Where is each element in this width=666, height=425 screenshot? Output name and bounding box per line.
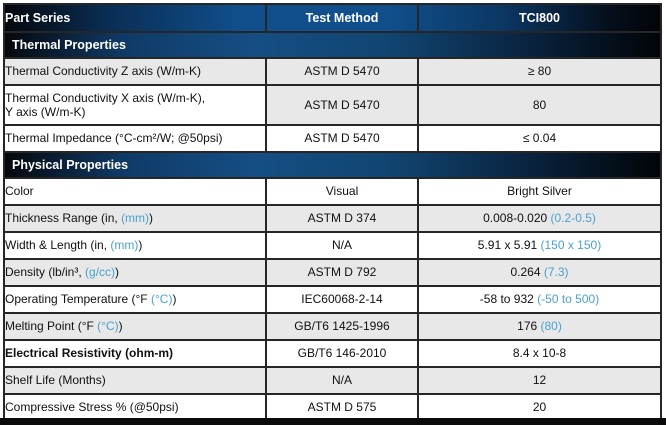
property-text-line2: Y axis (W/m-K) bbox=[5, 105, 86, 119]
metric-value-text: (0.2-0.5) bbox=[550, 211, 596, 226]
value-cell: 0.264 (7.3) bbox=[417, 258, 662, 287]
metric-unit-text: (mm) bbox=[110, 238, 139, 253]
test-method-cell: GB/T6 1425-1996 bbox=[265, 312, 419, 341]
value-cell: ≥ 80 bbox=[417, 57, 662, 86]
table-row-density: Density (lb/in³, (g/cc)) ASTM D 792 0.26… bbox=[3, 258, 662, 287]
metric-unit-text: (°C) bbox=[150, 292, 173, 307]
value-text: -58 to 932 bbox=[479, 292, 538, 307]
value-cell: 176 (80) bbox=[417, 312, 662, 341]
test-method-cell: ASTM D 575 bbox=[265, 393, 419, 422]
table-row-shelf-life: Shelf Life (Months) N/A 12 bbox=[3, 366, 662, 395]
property-text: Melting Point (°F bbox=[5, 319, 98, 334]
test-method-cell: ASTM D 374 bbox=[265, 204, 419, 233]
property-cell: Melting Point (°F (°C)) bbox=[3, 312, 267, 341]
value-text: 176 bbox=[517, 319, 541, 334]
property-cell: Compressive Stress % (@50psi) bbox=[3, 393, 267, 422]
property-close-paren: ) bbox=[115, 265, 120, 280]
table-row-thickness-range: Thickness Range (in, (mm)) ASTM D 374 0.… bbox=[3, 204, 662, 233]
value-cell: 5.91 x 5.91 (150 x 150) bbox=[417, 231, 662, 260]
metric-value-text: (7.3) bbox=[543, 265, 569, 280]
property-text-line1: Thermal Conductivity X axis (W/m-K), bbox=[5, 90, 206, 105]
test-method-cell: GB/T6 146-2010 bbox=[265, 339, 419, 368]
test-method-cell: ASTM D 5470 bbox=[265, 57, 419, 86]
property-cell: Operating Temperature (°F (°C)) bbox=[3, 285, 267, 314]
metric-unit-text: (g/cc) bbox=[85, 265, 116, 280]
test-method-cell: N/A bbox=[265, 231, 419, 260]
property-cell: Width & Length (in, (mm)) bbox=[3, 231, 267, 260]
table-row-thermal-conductivity-xy: Thermal Conductivity X axis (W/m-K), Y a… bbox=[3, 84, 662, 126]
property-cell: Density (lb/in³, (g/cc)) bbox=[3, 258, 267, 287]
table-row-thermal-impedance: Thermal Impedance (°C-cm²/W; @50psi) AST… bbox=[3, 124, 662, 153]
test-method-cell: ASTM D 5470 bbox=[265, 84, 419, 126]
value-cell: 8.4 x 10-8 bbox=[417, 339, 662, 368]
section-header-thermal: Thermal Properties bbox=[3, 31, 662, 59]
value-cell: ≤ 0.04 bbox=[417, 124, 662, 153]
table-row-operating-temperature: Operating Temperature (°F (°C)) IEC60068… bbox=[3, 285, 662, 314]
value-cell: 0.008-0.020 (0.2-0.5) bbox=[417, 204, 662, 233]
section-title: Thermal Properties bbox=[3, 31, 662, 59]
property-cell: Thickness Range (in, (mm)) bbox=[3, 204, 267, 233]
test-method-cell: ASTM D 5470 bbox=[265, 124, 419, 153]
header-part-series: Part Series bbox=[3, 3, 267, 33]
property-cell: Thermal Conductivity Z axis (W/m-K) bbox=[3, 57, 267, 86]
property-text: Density (lb/in³, bbox=[5, 265, 86, 280]
header-product-tci800: TCI800 bbox=[417, 3, 662, 33]
table-row-width-length: Width & Length (in, (mm)) N/A 5.91 x 5.9… bbox=[3, 231, 662, 260]
value-cell: -58 to 932 (-50 to 500) bbox=[417, 285, 662, 314]
section-title: Physical Properties bbox=[3, 151, 662, 179]
value-text: 5.91 x 5.91 bbox=[477, 238, 541, 253]
bottom-bar bbox=[0, 418, 666, 425]
test-method-cell: N/A bbox=[265, 366, 419, 395]
test-method-cell: IEC60068-2-14 bbox=[265, 285, 419, 314]
header-test-method: Test Method bbox=[265, 3, 419, 33]
metric-value-text: (-50 to 500) bbox=[537, 292, 600, 307]
table-row-melting-point: Melting Point (°F (°C)) GB/T6 1425-1996 … bbox=[3, 312, 662, 341]
table-row-electrical-resistivity: Electrical Resistivity (ohm-m) GB/T6 146… bbox=[3, 339, 662, 368]
test-method-cell: ASTM D 792 bbox=[265, 258, 419, 287]
property-cell: Thermal Impedance (°C-cm²/W; @50psi) bbox=[3, 124, 267, 153]
metric-value-text: (80) bbox=[540, 319, 562, 334]
metric-value-text: (150 x 150) bbox=[540, 238, 602, 253]
value-text: 0.008-0.020 bbox=[483, 211, 551, 226]
property-text: Width & Length (in, bbox=[5, 238, 111, 253]
metric-unit-text: (°C) bbox=[97, 319, 119, 334]
table-row-thermal-conductivity-z: Thermal Conductivity Z axis (W/m-K) ASTM… bbox=[3, 57, 662, 86]
property-cell: Color bbox=[3, 177, 267, 206]
value-cell: 80 bbox=[417, 84, 662, 126]
value-cell: Bright Silver bbox=[417, 177, 662, 206]
spec-table: Part Series Test Method TCI800 Thermal P… bbox=[3, 3, 662, 422]
test-method-cell: Visual bbox=[265, 177, 419, 206]
property-close-paren: ) bbox=[149, 211, 154, 226]
table-row-compressive-stress: Compressive Stress % (@50psi) ASTM D 575… bbox=[3, 393, 662, 422]
table-row-color: Color Visual Bright Silver bbox=[3, 177, 662, 206]
property-cell: Shelf Life (Months) bbox=[3, 366, 267, 395]
property-close-paren: ) bbox=[172, 292, 177, 307]
property-cell: Thermal Conductivity X axis (W/m-K), Y a… bbox=[3, 84, 267, 126]
value-cell: 12 bbox=[417, 366, 662, 395]
section-header-physical: Physical Properties bbox=[3, 151, 662, 179]
metric-unit-text: (mm) bbox=[121, 211, 150, 226]
property-close-paren: ) bbox=[138, 238, 143, 253]
value-text: 0.264 bbox=[510, 265, 544, 280]
table-header-row: Part Series Test Method TCI800 bbox=[3, 3, 662, 33]
property-text: Thickness Range (in, bbox=[5, 211, 122, 226]
property-close-paren: ) bbox=[118, 319, 123, 334]
property-cell: Electrical Resistivity (ohm-m) bbox=[3, 339, 267, 368]
property-text: Operating Temperature (°F bbox=[5, 292, 151, 307]
value-cell: 20 bbox=[417, 393, 662, 422]
